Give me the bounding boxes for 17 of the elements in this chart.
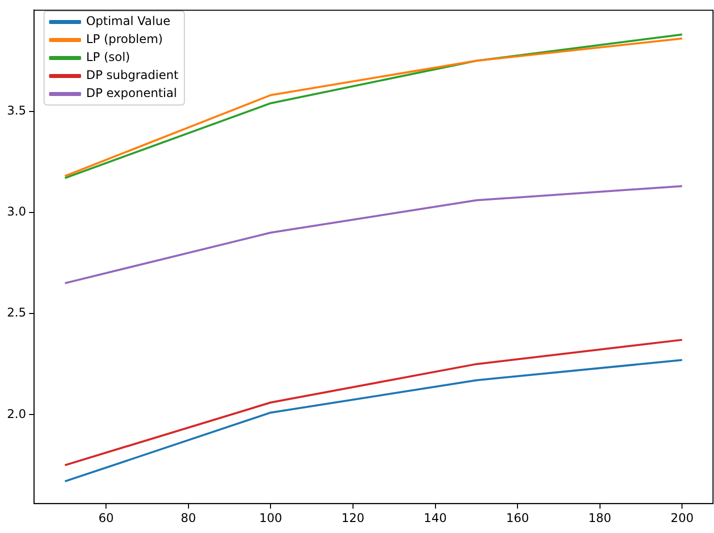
- legend-label: LP (sol): [86, 50, 130, 64]
- y-tick-label: 3.0: [6, 204, 26, 219]
- x-tick-label: 160: [506, 510, 530, 525]
- x-tick-label: 200: [670, 510, 694, 525]
- x-tick-label: 120: [342, 510, 364, 525]
- y-tick-label: 2.5: [6, 306, 26, 320]
- x-tick-label: 100: [259, 510, 282, 525]
- legend-label: LP (problem): [86, 32, 163, 46]
- legend-label: Optimal Value: [86, 14, 170, 28]
- x-tick-label: 60: [98, 510, 114, 525]
- x-tick-label: 180: [588, 510, 612, 525]
- legend-label: DP exponential: [86, 86, 177, 100]
- legend-label: DP subgradient: [86, 68, 179, 82]
- x-tick-label: 140: [424, 510, 447, 525]
- x-tick-label: 80: [180, 510, 196, 525]
- y-tick-label: 2.0: [6, 406, 26, 421]
- y-tick-label: 3.5: [6, 103, 26, 118]
